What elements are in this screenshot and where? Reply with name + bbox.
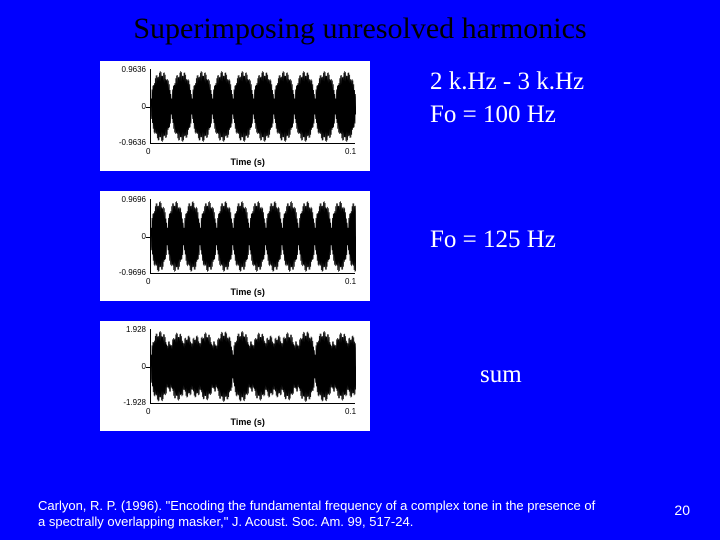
x-min-label: 0 <box>146 407 150 416</box>
y-zero-label: 0 <box>102 362 146 371</box>
waveform-plot-125hz: 0.96960-0.969600.1Time (s) <box>100 191 370 301</box>
y-zero-label: 0 <box>102 102 146 111</box>
waveform-trace <box>151 331 356 402</box>
slide-title: Superimposing unresolved harmonics <box>0 0 720 46</box>
citation-text: Carlyon, R. P. (1996). "Encoding the fun… <box>38 498 598 531</box>
x-max-label: 0.1 <box>345 277 356 286</box>
x-max-label: 0.1 <box>345 407 356 416</box>
y-max-label: 0.9636 <box>102 65 146 74</box>
y-min-label: -1.928 <box>102 398 146 407</box>
caption-band: 2 k.Hz - 3 k.Hz <box>430 68 584 96</box>
y-min-label: -0.9636 <box>102 138 146 147</box>
waveform-trace <box>151 71 356 142</box>
waveform-axes <box>150 69 355 144</box>
waveform-plot-100hz: 0.96360-0.963600.1Time (s) <box>100 61 370 171</box>
waveform-svg <box>151 199 356 274</box>
waveform-axes <box>150 329 355 404</box>
slide-number: 20 <box>674 502 690 518</box>
y-zero-label: 0 <box>102 232 146 241</box>
y-max-label: 0.9696 <box>102 195 146 204</box>
x-axis-title: Time (s) <box>231 417 265 427</box>
y-max-label: 1.928 <box>102 325 146 334</box>
waveform-svg <box>151 329 356 404</box>
x-max-label: 0.1 <box>345 147 356 156</box>
waveform-trace <box>151 201 356 272</box>
x-min-label: 0 <box>146 277 150 286</box>
caption-fo125: Fo = 125 Hz <box>430 226 556 254</box>
waveform-plot-sum: 1.9280-1.92800.1Time (s) <box>100 321 370 431</box>
caption-fo100: Fo = 100 Hz <box>430 101 556 129</box>
x-axis-title: Time (s) <box>231 157 265 167</box>
caption-sum: sum <box>480 361 522 389</box>
x-min-label: 0 <box>146 147 150 156</box>
x-axis-title: Time (s) <box>231 287 265 297</box>
waveform-svg <box>151 69 356 144</box>
y-min-label: -0.9696 <box>102 268 146 277</box>
content-area: 0.96360-0.963600.1Time (s) 0.96960-0.969… <box>0 46 720 486</box>
waveform-axes <box>150 199 355 274</box>
